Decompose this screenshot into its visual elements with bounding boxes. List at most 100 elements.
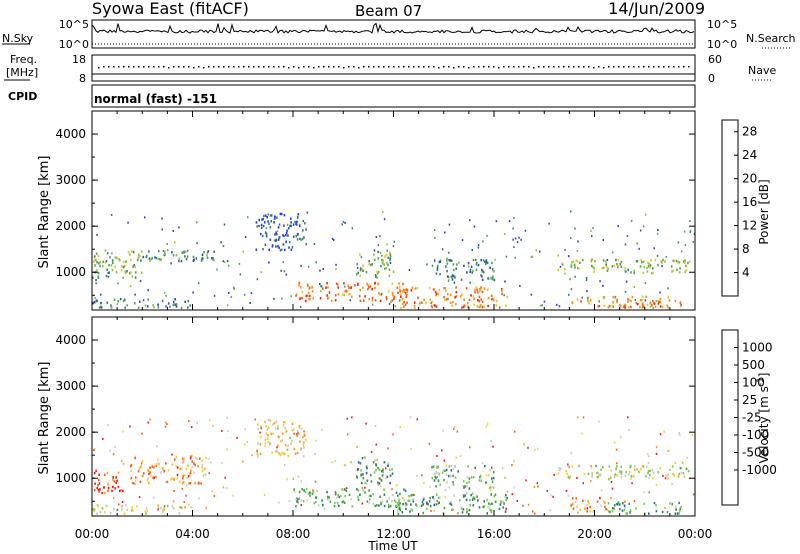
echo-cell bbox=[366, 479, 369, 482]
echo-cell bbox=[359, 462, 362, 465]
echo-cell bbox=[374, 281, 376, 285]
echo-cell bbox=[466, 481, 468, 485]
echo-cell bbox=[381, 261, 384, 265]
echo-cell bbox=[130, 271, 132, 274]
echo-cell bbox=[111, 259, 114, 262]
echo-cell bbox=[405, 507, 407, 511]
echo-cell bbox=[264, 444, 267, 447]
echo-cell bbox=[387, 263, 389, 267]
echo-speckle bbox=[504, 280, 506, 283]
echo-cell bbox=[131, 509, 134, 512]
echo-cell bbox=[447, 275, 449, 278]
echo-speckle bbox=[644, 213, 647, 216]
echo-speckle bbox=[671, 483, 673, 485]
echo-cell bbox=[145, 512, 147, 515]
echo-cell bbox=[425, 507, 428, 510]
echo-cell bbox=[504, 510, 507, 513]
nave-dot bbox=[463, 66, 465, 68]
echo-speckle bbox=[156, 445, 158, 448]
echo-cell bbox=[93, 510, 96, 513]
echo-cell bbox=[92, 302, 94, 305]
echo-cell bbox=[437, 264, 439, 268]
echo-cell bbox=[182, 477, 184, 480]
echo-cell bbox=[171, 477, 173, 480]
echo-speckle bbox=[242, 460, 244, 463]
echo-cell bbox=[211, 257, 213, 260]
echo-speckle bbox=[333, 239, 335, 242]
echo-speckle bbox=[558, 469, 561, 472]
power-plot-bg bbox=[92, 111, 695, 310]
echo-cell bbox=[588, 502, 590, 505]
echo-cell bbox=[296, 434, 299, 438]
echo-cell bbox=[296, 215, 299, 219]
echo-cell bbox=[449, 293, 452, 297]
nave-dot bbox=[563, 66, 565, 68]
echo-cell bbox=[477, 263, 480, 267]
echo-speckle bbox=[592, 227, 594, 230]
nave-dot bbox=[403, 66, 405, 68]
echo-speckle bbox=[165, 305, 167, 308]
echo-cell bbox=[388, 497, 390, 500]
echo-cell bbox=[115, 481, 117, 484]
echo-cell bbox=[489, 486, 492, 489]
echo-speckle bbox=[244, 428, 246, 431]
echo-speckle bbox=[672, 259, 675, 262]
echo-cell bbox=[96, 512, 98, 515]
echo-cell bbox=[651, 468, 654, 471]
echo-speckle bbox=[434, 236, 436, 239]
echo-cell bbox=[565, 469, 567, 473]
echo-cell bbox=[380, 501, 383, 504]
echo-speckle bbox=[302, 220, 305, 222]
echo-cell bbox=[412, 500, 415, 503]
echo-cell bbox=[433, 304, 435, 307]
nave-dot bbox=[153, 66, 155, 68]
nave-dot bbox=[593, 67, 595, 69]
echo-speckle bbox=[653, 247, 655, 250]
echo-cell bbox=[260, 425, 262, 428]
echo-speckle bbox=[564, 248, 566, 251]
echo-speckle bbox=[185, 494, 187, 497]
echo-speckle bbox=[680, 250, 683, 253]
echo-cell bbox=[118, 258, 120, 261]
echo-cell bbox=[625, 512, 628, 515]
echo-cell bbox=[263, 214, 265, 218]
echo-cell bbox=[274, 215, 276, 218]
echo-cell bbox=[627, 300, 629, 303]
echo-cell bbox=[119, 489, 121, 493]
echo-cell bbox=[467, 305, 469, 308]
echo-speckle bbox=[546, 489, 548, 492]
echo-cell bbox=[270, 220, 272, 223]
echo-speckle bbox=[227, 264, 230, 267]
echo-cell bbox=[141, 474, 144, 478]
echo-cell bbox=[506, 295, 508, 299]
echo-cell bbox=[372, 461, 375, 464]
echo-cell bbox=[290, 224, 293, 228]
nave-dot bbox=[268, 66, 270, 68]
echo-cell bbox=[399, 508, 402, 512]
echo-cell bbox=[110, 304, 112, 307]
echo-cell bbox=[348, 286, 350, 289]
echo-speckle bbox=[392, 433, 394, 436]
nave-dot bbox=[283, 66, 285, 68]
echo-speckle bbox=[144, 216, 146, 219]
echo-cell bbox=[480, 258, 482, 262]
nave-dot bbox=[273, 66, 275, 68]
echo-cell bbox=[381, 500, 383, 504]
echo-cell bbox=[266, 216, 268, 219]
echo-cell bbox=[378, 468, 381, 471]
echo-cell bbox=[446, 270, 448, 273]
echo-speckle bbox=[472, 476, 475, 479]
echo-speckle bbox=[537, 485, 539, 488]
echo-cell bbox=[155, 256, 158, 260]
echo-speckle bbox=[532, 510, 534, 513]
echo-cell bbox=[604, 501, 606, 504]
echo-cell bbox=[468, 480, 470, 484]
echo-cell bbox=[624, 474, 627, 477]
echo-cell bbox=[158, 249, 160, 253]
echo-speckle bbox=[655, 446, 658, 449]
echo-cell bbox=[629, 511, 631, 514]
echo-cell bbox=[439, 259, 442, 262]
echo-cell bbox=[646, 303, 649, 307]
nsearch-tick-bottom: 10^0 bbox=[707, 38, 737, 51]
